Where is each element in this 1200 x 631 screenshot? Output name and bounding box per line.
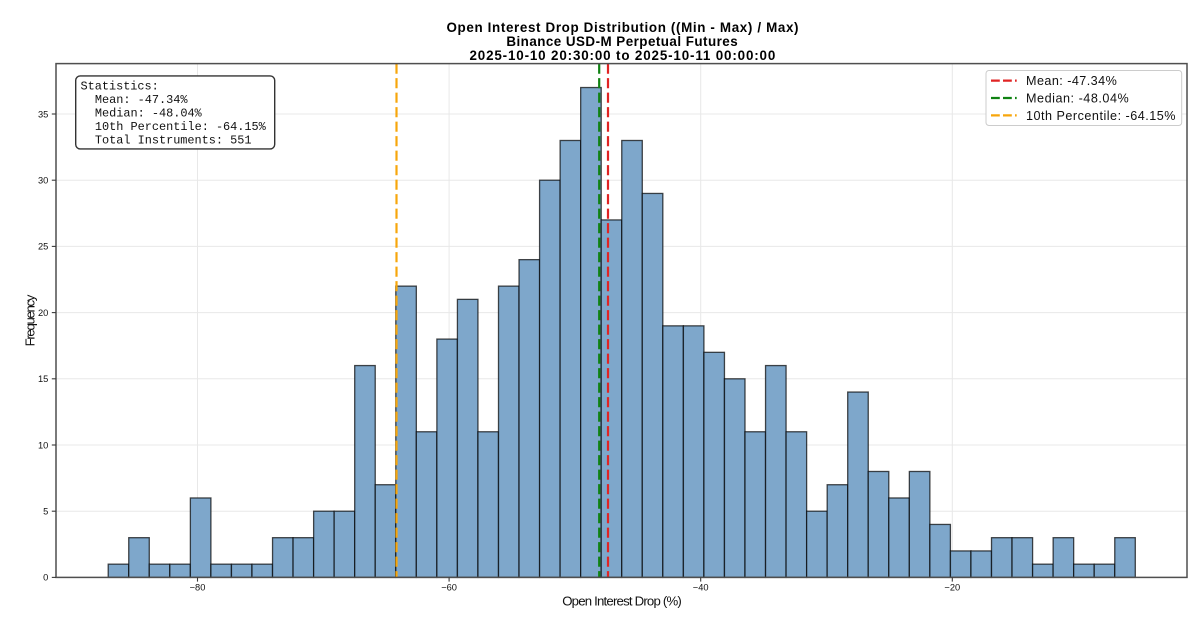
- svg-text:25: 25: [38, 242, 48, 252]
- svg-text:30: 30: [38, 176, 48, 186]
- svg-text:−60: −60: [441, 583, 457, 593]
- svg-text:Open Interest Drop Distributio: Open Interest Drop Distribution ((Min - …: [447, 20, 799, 35]
- svg-text:2025-10-10 20:30:00 to 2025-10: 2025-10-10 20:30:00 to 2025-10-11 00:00:…: [470, 48, 776, 63]
- svg-text:10: 10: [38, 440, 48, 450]
- svg-text:Binance USD-M Perpetual Future: Binance USD-M Perpetual Futures: [506, 34, 737, 49]
- svg-text:Median: -48.04%: Median: -48.04%: [1026, 91, 1129, 105]
- svg-text:−40: −40: [693, 583, 709, 593]
- svg-text:0: 0: [43, 573, 48, 583]
- svg-text:Open Interest Drop (%): Open Interest Drop (%): [562, 594, 682, 609]
- svg-text:10th Percentile: -64.15%: 10th Percentile: -64.15%: [1026, 109, 1176, 123]
- svg-text:Mean: -47.34%: Mean: -47.34%: [1026, 74, 1117, 88]
- svg-text:10th Percentile: -64.15%: 10th Percentile: -64.15%: [95, 120, 267, 134]
- svg-text:Mean: -47.34%: Mean: -47.34%: [95, 93, 188, 107]
- svg-text:Median: -48.04%: Median: -48.04%: [95, 107, 203, 121]
- svg-text:35: 35: [38, 109, 48, 119]
- svg-text:Frequency: Frequency: [23, 294, 38, 346]
- svg-text:Total Instruments: 551: Total Instruments: 551: [95, 133, 252, 147]
- svg-text:20: 20: [38, 308, 48, 318]
- svg-text:−80: −80: [190, 583, 206, 593]
- svg-text:5: 5: [43, 507, 48, 517]
- svg-text:15: 15: [38, 374, 48, 384]
- svg-text:Statistics:: Statistics:: [81, 80, 159, 94]
- svg-text:−20: −20: [944, 583, 960, 593]
